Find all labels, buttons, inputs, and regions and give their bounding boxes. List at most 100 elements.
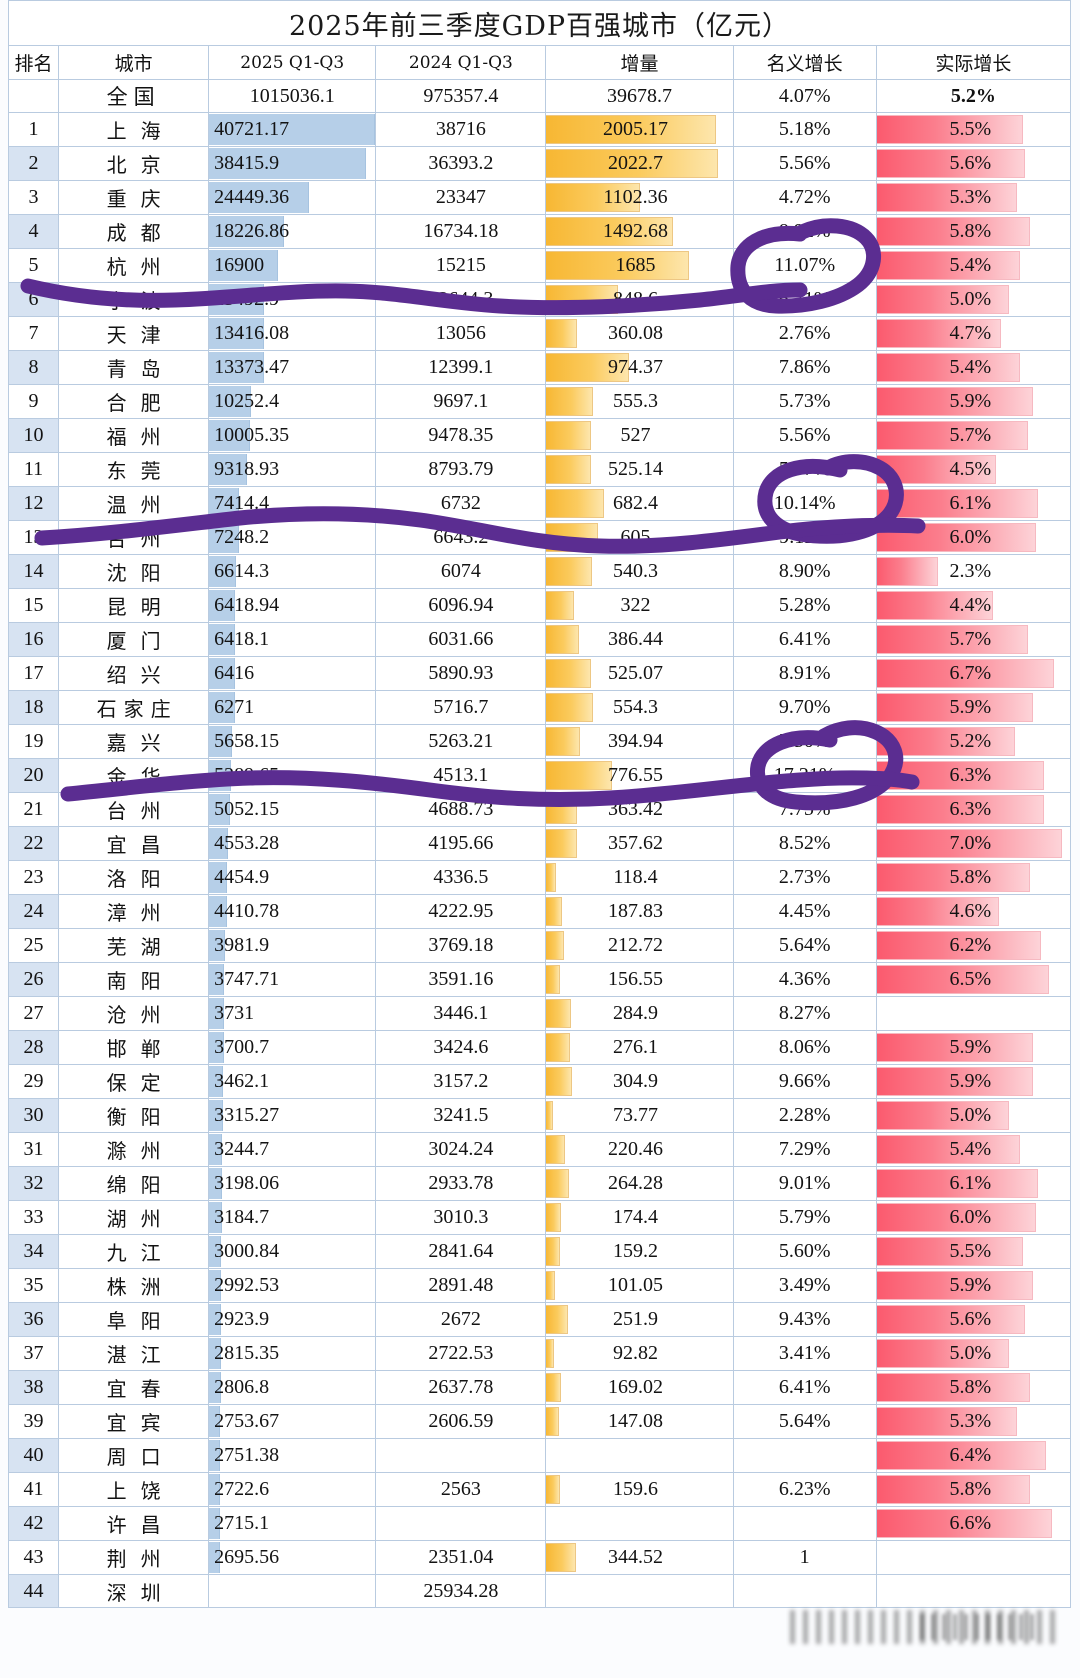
cell-increment-value: 101.05: [608, 1274, 664, 1296]
table-row[interactable]: 7 天津 13416.08 13056 360.08 2.76% 4.7%: [7, 316, 1072, 351]
cell-increment-value: 1492.68: [603, 220, 669, 242]
cell-real-growth: 5.0%: [875, 282, 1072, 317]
table-row[interactable]: 37 湛江 2815.35 2722.53 92.82 3.41% 5.0%: [7, 1336, 1072, 1371]
cell-increment: 682.4: [545, 486, 734, 521]
column-header-real[interactable]: 实际增长: [875, 45, 1072, 80]
table-row[interactable]: 2 北京 38415.9 36393.2 2022.7 5.56% 5.6%: [7, 146, 1072, 181]
city-label: 温州: [106, 495, 175, 517]
table-row[interactable]: 43 荆州 2695.56 2351.04 344.52 1: [7, 1540, 1072, 1575]
cell-real-growth-value: 4.7%: [949, 322, 992, 344]
cell-increment-bar: [546, 727, 580, 756]
table-row[interactable]: 13 台州 7248.2 6643.2 605 9.11% 6.0%: [7, 520, 1072, 555]
table-row[interactable]: 39 宜宾 2753.67 2606.59 147.08 5.64% 5.3%: [7, 1404, 1072, 1439]
cell-increment-value: 360.08: [608, 322, 664, 344]
cell-gdp-2024: 4195.66: [375, 826, 547, 861]
table-row[interactable]: 38 宜春 2806.8 2637.78 169.02 6.41% 5.8%: [7, 1370, 1072, 1405]
table-row[interactable]: 24 漳州 4410.78 4222.95 187.83 4.45% 4.6%: [7, 894, 1072, 929]
table-row[interactable]: 23 洛阳 4454.9 4336.5 118.4 2.73% 5.8%: [7, 860, 1072, 895]
cell-real-growth: [875, 1574, 1072, 1608]
total-2024: 975357.4: [375, 79, 547, 113]
cell-increment: 73.77: [545, 1098, 734, 1133]
table-row[interactable]: 35 株洲 2992.53 2891.48 101.05 3.49% 5.9%: [7, 1268, 1072, 1303]
column-header-rank[interactable]: 排名: [7, 45, 60, 80]
table-row[interactable]: 15 昆明 6418.94 6096.94 322 5.28% 4.4%: [7, 588, 1072, 623]
cell-real-growth: [875, 1540, 1072, 1575]
total-2025: 1015036.1: [208, 79, 377, 113]
cell-nominal-growth: 5.60%: [732, 1234, 877, 1269]
cell-real-growth: 6.5%: [875, 962, 1072, 997]
table-row[interactable]: 29 保定 3462.1 3157.2 304.9 9.66% 5.9%: [7, 1064, 1072, 1099]
cell-rank: 24: [7, 894, 60, 929]
cell-increment-value: 525.14: [608, 458, 664, 480]
table-row[interactable]: 3 重庆 24449.36 23347 1102.36 4.72% 5.3%: [7, 180, 1072, 215]
cell-increment-bar: [546, 625, 580, 654]
blurred-watermark-secondary: [920, 1614, 1040, 1640]
cell-increment: [545, 1574, 734, 1608]
table-row[interactable]: 8 青岛 13373.47 12399.1 974.37 7.86% 5.4%: [7, 350, 1072, 385]
table-row[interactable]: 34 九江 3000.84 2841.64 159.2 5.60% 5.5%: [7, 1234, 1072, 1269]
table-row[interactable]: 26 南阳 3747.71 3591.16 156.55 4.36% 6.5%: [7, 962, 1072, 997]
table-row[interactable]: 9 合肥 10252.4 9697.1 555.3 5.73% 5.9%: [7, 384, 1072, 419]
table-row[interactable]: 1 上海 40721.17 38716 2005.17 5.18% 5.5%: [7, 112, 1072, 147]
table-row[interactable]: 42 许昌 2715.1 6.6%: [7, 1506, 1072, 1541]
column-header-increment[interactable]: 增量: [545, 45, 734, 80]
city-label: 宁波: [106, 291, 175, 313]
table-row[interactable]: 5 杭州 16900 15215 1685 11.07% 5.4%: [7, 248, 1072, 283]
cell-increment-bar: [546, 659, 591, 688]
table-row[interactable]: 25 芜湖 3981.9 3769.18 212.72 5.64% 6.2%: [7, 928, 1072, 963]
cell-increment-bar: [546, 693, 594, 722]
table-row[interactable]: 17 绍兴 6416 5890.93 525.07 8.91% 6.7%: [7, 656, 1072, 691]
cell-increment: 1492.68: [545, 214, 734, 249]
city-label: 重庆: [106, 189, 175, 211]
table-row[interactable]: 22 宜昌 4553.28 4195.66 357.62 8.52% 7.0%: [7, 826, 1072, 861]
cell-increment-bar: [546, 251, 690, 280]
column-header-city[interactable]: 城市: [58, 45, 210, 80]
table-row[interactable]: 10 福州 10005.35 9478.35 527 5.56% 5.7%: [7, 418, 1072, 453]
table-row[interactable]: 19 嘉兴 5658.15 5263.21 394.94 7.50% 5.2%: [7, 724, 1072, 759]
cell-real-growth-bar: [877, 693, 1034, 722]
table-row[interactable]: 4 成都 18226.86 16734.18 1492.68 8.92% 5.8%: [7, 214, 1072, 249]
cell-rank: 42: [7, 1506, 60, 1541]
table-row[interactable]: 11 东莞 9318.93 8793.79 525.14 5.97% 4.5%: [7, 452, 1072, 487]
cell-gdp-2025-bar: [209, 964, 225, 995]
cell-gdp-2024: 3446.1: [375, 996, 547, 1031]
cell-real-growth-value: 6.3%: [949, 764, 992, 786]
cell-increment: 159.2: [545, 1234, 734, 1269]
table-row[interactable]: 31 滁州 3244.7 3024.24 220.46 7.29% 5.4%: [7, 1132, 1072, 1167]
cell-real-growth: 6.1%: [875, 1166, 1072, 1201]
cell-rank: 8: [7, 350, 60, 385]
cell-gdp-2024: 25934.28: [375, 1574, 547, 1608]
cell-real-growth: 2.3%: [875, 554, 1072, 589]
table-row[interactable]: 28 邯郸 3700.7 3424.6 276.1 8.06% 5.9%: [7, 1030, 1072, 1065]
cell-real-growth: 7.0%: [875, 826, 1072, 861]
table-row[interactable]: 30 衡阳 3315.27 3241.5 73.77 2.28% 5.0%: [7, 1098, 1072, 1133]
table-row[interactable]: 36 阜阳 2923.9 2672 251.9 9.43% 5.6%: [7, 1302, 1072, 1337]
table-row[interactable]: 16 厦门 6418.1 6031.66 386.44 6.41% 5.7%: [7, 622, 1072, 657]
table-row[interactable]: 40 周口 2751.38 6.4%: [7, 1438, 1072, 1473]
cell-gdp-2025-value: 2992.53: [214, 1274, 280, 1296]
table-row[interactable]: 41 上饶 2722.6 2563 159.6 6.23% 5.8%: [7, 1472, 1072, 1507]
cell-real-growth-value: 5.2%: [949, 730, 992, 752]
table-row[interactable]: 33 湖州 3184.7 3010.3 174.4 5.79% 6.0%: [7, 1200, 1072, 1235]
table-row[interactable]: 44 深圳 25934.28: [7, 1574, 1072, 1608]
table-row[interactable]: 6 宁波 13492.9 12644.3 848.6 6.71% 5.0%: [7, 282, 1072, 317]
column-header-2025[interactable]: 2025 Q1-Q3: [208, 45, 377, 80]
cell-increment: 174.4: [545, 1200, 734, 1235]
cell-increment-bar: [546, 897, 563, 926]
cell-gdp-2025: 7248.2: [208, 520, 377, 555]
column-header-2024[interactable]: 2024 Q1-Q3: [375, 45, 547, 80]
table-row[interactable]: 20 金华 5289.65 4513.1 776.55 17.21% 6.3%: [7, 758, 1072, 793]
cell-gdp-2024: 3241.5: [375, 1098, 547, 1133]
cell-nominal-growth: 8.92%: [732, 214, 877, 249]
cell-increment-bar: [546, 931, 565, 960]
table-row[interactable]: 18 石家庄 6271 5716.7 554.3 9.70% 5.9%: [7, 690, 1072, 725]
table-row[interactable]: 21 台州 5052.15 4688.73 363.42 7.75% 6.3%: [7, 792, 1072, 827]
cell-increment-bar: [546, 999, 571, 1028]
cell-gdp-2025-bar: [209, 1508, 221, 1539]
table-row[interactable]: 12 温州 7414.4 6732 682.4 10.14% 6.1%: [7, 486, 1072, 521]
cell-nominal-growth: 8.27%: [732, 996, 877, 1031]
column-header-nominal[interactable]: 名义增长: [732, 45, 877, 80]
table-row[interactable]: 14 沈阳 6614.3 6074 540.3 8.90% 2.3%: [7, 554, 1072, 589]
table-row[interactable]: 27 沧州 3731 3446.1 284.9 8.27%: [7, 996, 1072, 1031]
table-row[interactable]: 32 绵阳 3198.06 2933.78 264.28 9.01% 6.1%: [7, 1166, 1072, 1201]
